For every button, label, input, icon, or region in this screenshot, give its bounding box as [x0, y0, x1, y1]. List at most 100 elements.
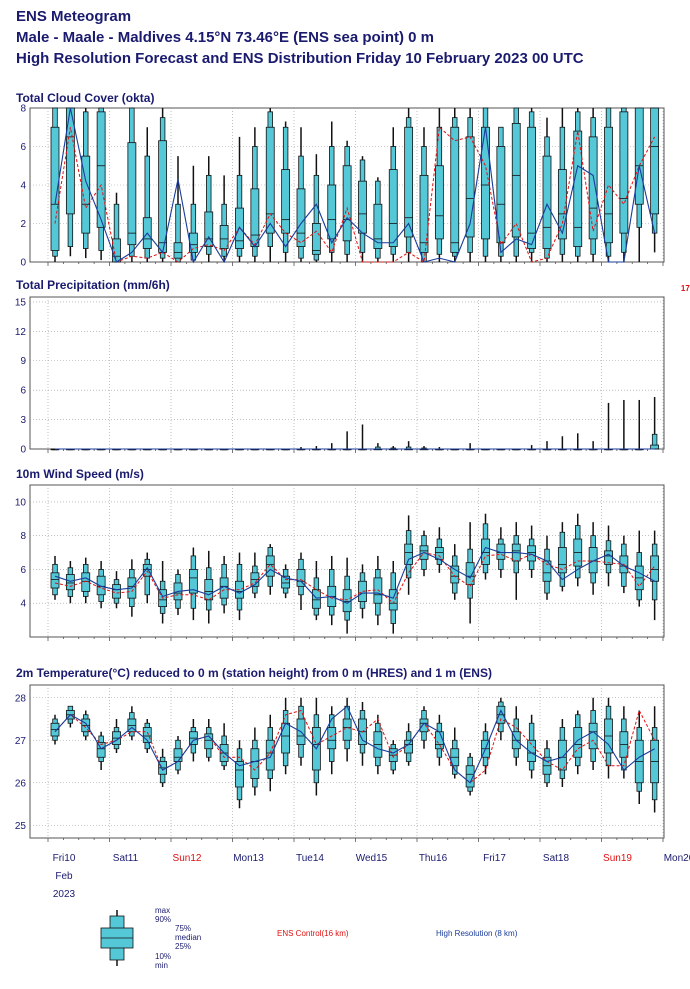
box-cloud-28 — [481, 107, 490, 262]
legend-p90-label: 90% — [155, 915, 172, 924]
legend-median-label: median — [175, 933, 202, 942]
box-inner — [204, 579, 214, 601]
ens-control-line — [54, 709, 656, 784]
box-wind-21 — [373, 555, 383, 626]
box-inner — [311, 223, 321, 255]
box-cloud-26 — [450, 108, 460, 262]
box-wind-38 — [634, 530, 644, 607]
box-inner — [235, 761, 244, 788]
box-inner — [557, 547, 567, 574]
box-cloud-11 — [219, 175, 229, 262]
box-inner — [588, 722, 598, 750]
wind-panel-title: 10m Wind Speed (m/s) — [16, 467, 144, 481]
box-outer — [144, 558, 150, 596]
day-label: Fri17 — [483, 853, 506, 864]
box-inner — [96, 575, 106, 596]
y-tick-label: 0 — [20, 258, 26, 269]
y-tick-label: 4 — [20, 181, 26, 192]
box-temp-39 — [650, 706, 660, 813]
box-cloud-30 — [511, 107, 521, 262]
box-cloud-19 — [342, 140, 352, 262]
box-wind-9 — [188, 547, 198, 621]
y-tick-label: 6 — [20, 565, 26, 576]
box-inner — [50, 572, 60, 589]
box-inner — [50, 126, 60, 251]
box-cloud-21 — [373, 177, 383, 262]
box-inner — [573, 727, 583, 758]
box-inner — [434, 165, 444, 240]
box-inner — [158, 140, 168, 253]
box-cloud-37 — [619, 107, 629, 262]
box-temp-32 — [542, 740, 552, 787]
box-inner — [511, 123, 521, 238]
box-inner — [265, 555, 275, 577]
box-inner — [557, 169, 567, 240]
box-temp-5 — [127, 706, 137, 741]
box-cloud-36 — [604, 107, 613, 262]
day-label: Thu16 — [419, 853, 448, 864]
box-temp-8 — [173, 736, 183, 775]
y-tick-label: 10 — [15, 497, 27, 508]
box-inner — [342, 165, 352, 242]
y-tick-label: 3 — [20, 415, 26, 426]
box-inner — [404, 126, 414, 238]
box-inner — [281, 575, 291, 589]
legend-p75-label: 75% — [175, 924, 192, 933]
box-temp-6 — [142, 719, 152, 753]
box-cloud-0 — [50, 107, 60, 262]
day-label: Sun12 — [173, 853, 202, 864]
panel-frame — [29, 296, 665, 450]
box-inner — [96, 741, 106, 758]
box-inner — [219, 225, 229, 249]
box-inner — [281, 169, 291, 234]
hres-line — [54, 705, 655, 784]
peak-value-label: 17 — [681, 284, 690, 293]
box-wind-13 — [250, 552, 260, 599]
year-label: 2023 — [53, 889, 76, 900]
box-inner — [112, 238, 121, 263]
meteogram-title: ENS Meteogram — [16, 8, 132, 25]
y-tick-label: 12 — [15, 327, 27, 338]
legend-max-label: max — [155, 906, 171, 915]
hres-line — [54, 546, 655, 604]
box-wind-39 — [650, 530, 660, 621]
box-cloud-22 — [388, 127, 398, 262]
box-cloud-20 — [358, 156, 367, 262]
panel-temp: 25 26 27 28 — [15, 684, 665, 842]
box-wind-35 — [588, 522, 598, 595]
box-temp-21 — [373, 714, 383, 775]
box-wind-32 — [542, 535, 552, 600]
box-wind-26 — [450, 544, 460, 600]
box-inner — [327, 727, 337, 750]
box-inner — [588, 547, 598, 574]
ens-control-line — [54, 551, 656, 605]
box-inner — [96, 111, 106, 228]
box-inner — [311, 589, 321, 609]
box-inner — [588, 136, 598, 240]
box-temp-33 — [557, 719, 567, 787]
y-tick-label: 27 — [15, 736, 27, 747]
box-inner — [250, 748, 260, 779]
forecast-subtitle: High Resolution Forecast and ENS Distrib… — [16, 50, 584, 67]
panel-precip: 036912151721 — [15, 284, 690, 456]
panel-cloud: 0 2 4 6 8 — [20, 104, 665, 269]
box-temp-12 — [235, 740, 244, 809]
box-inner — [650, 555, 660, 582]
y-tick-label: 8 — [20, 531, 26, 542]
y-tick-label: 15 — [15, 297, 27, 308]
box-wind-34 — [573, 513, 583, 587]
box-wind-0 — [50, 555, 60, 600]
box-inner — [619, 111, 629, 234]
box-inner — [465, 562, 475, 586]
day-label: Sun19 — [603, 853, 632, 864]
box-cloud-10 — [204, 156, 214, 262]
box-inner — [573, 130, 583, 248]
box-wind-6 — [142, 552, 152, 604]
box-temp-31 — [527, 714, 537, 779]
box-inner — [250, 188, 260, 248]
box-inner — [634, 107, 644, 205]
box-inner — [327, 184, 337, 240]
box-outer — [313, 174, 320, 261]
box-wind-25 — [434, 527, 444, 573]
